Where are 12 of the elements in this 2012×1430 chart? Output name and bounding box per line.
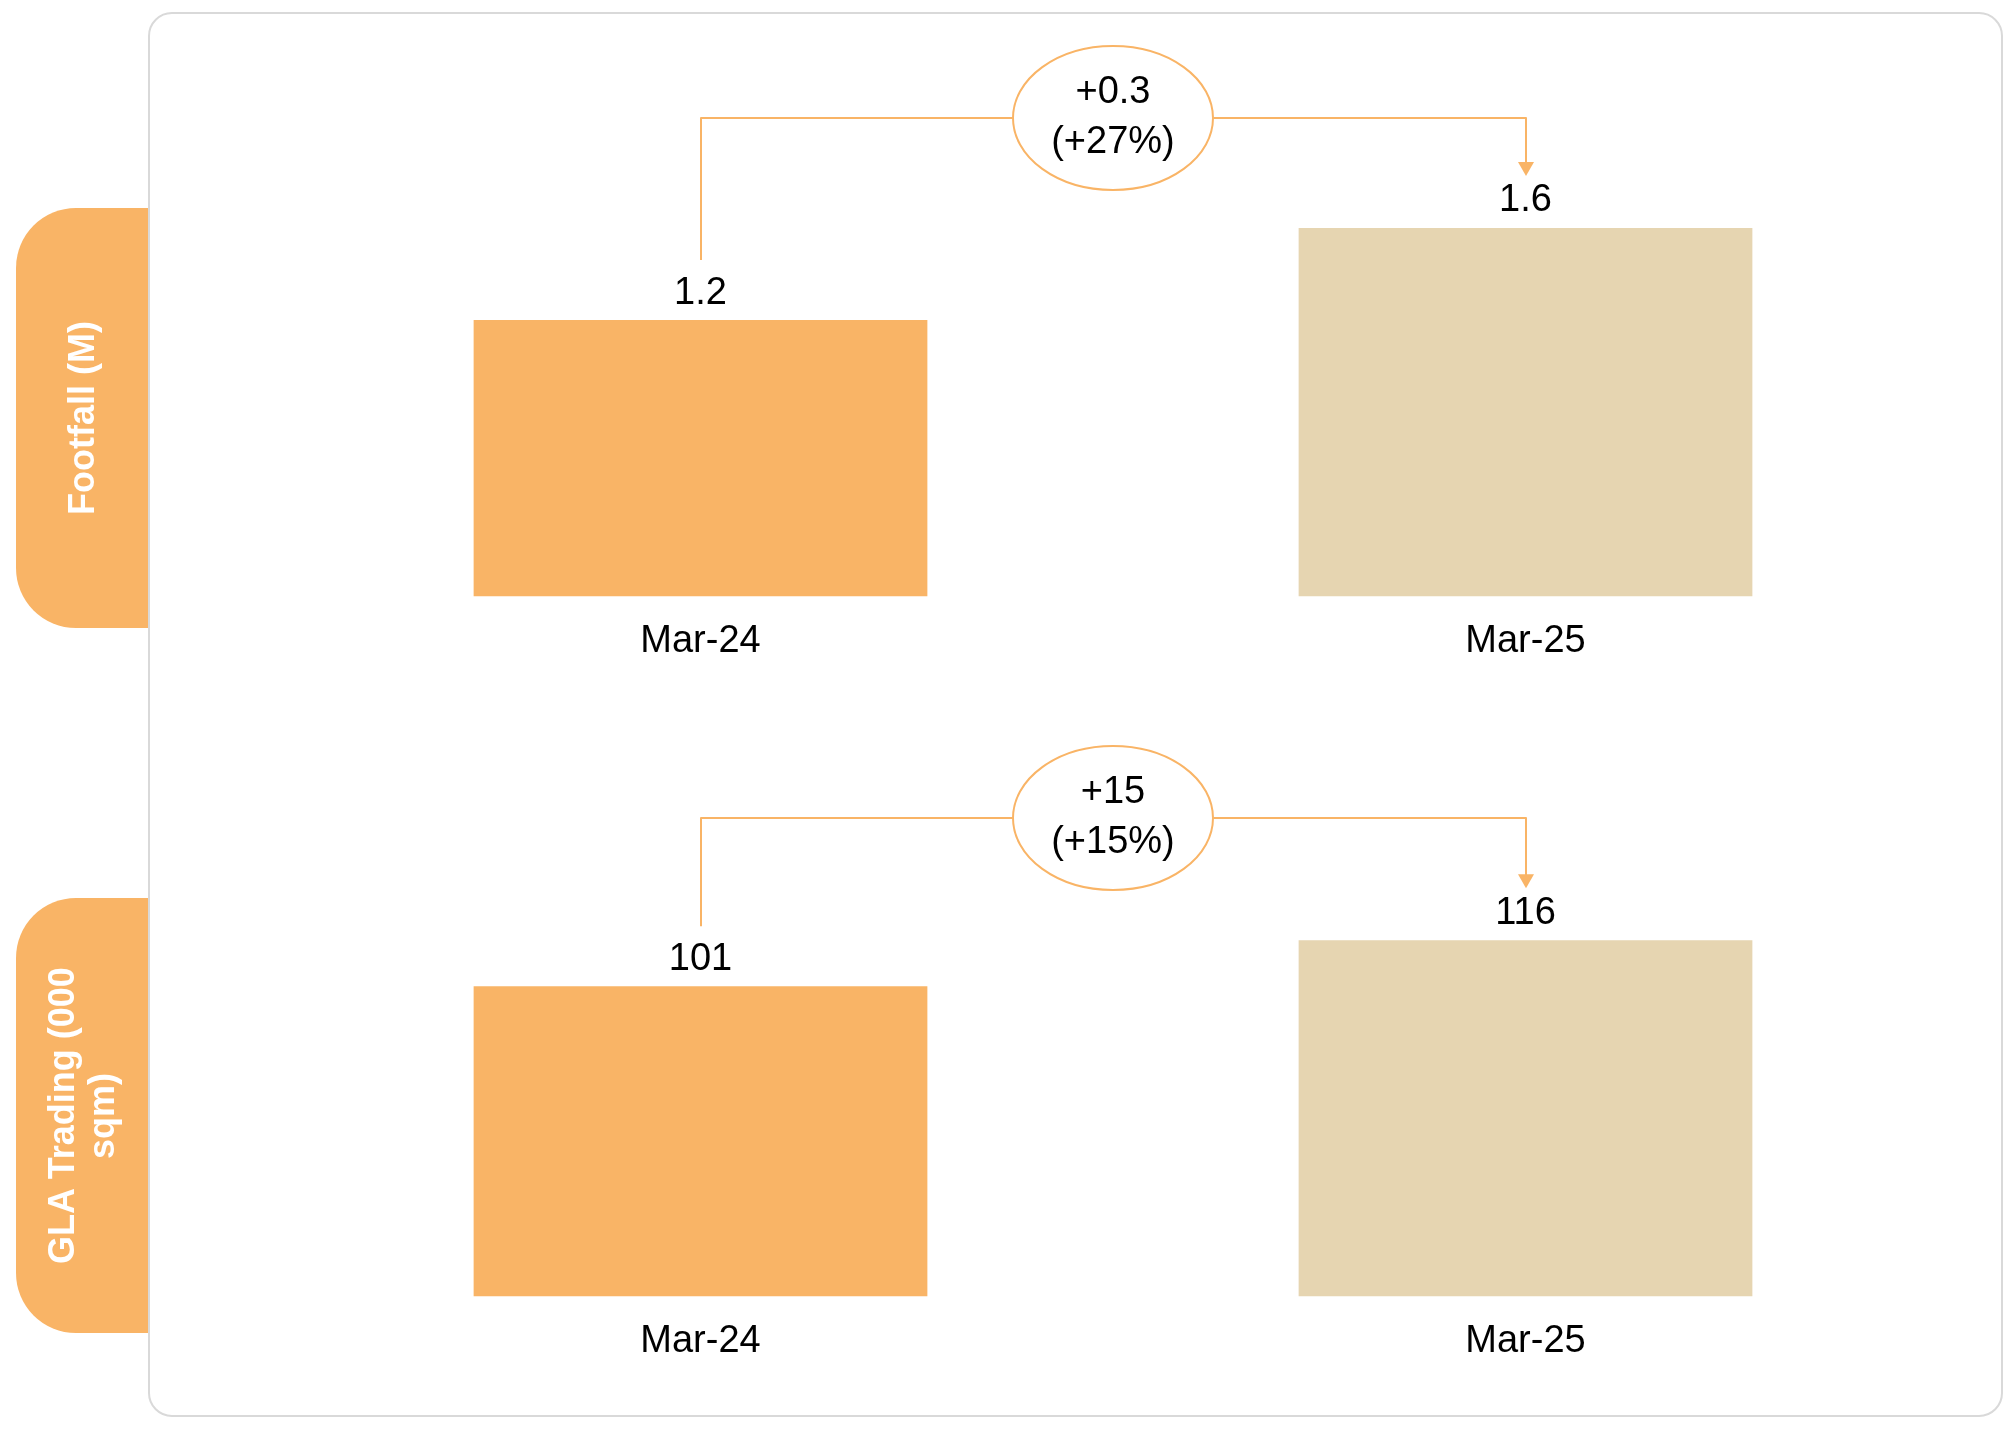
y-axis-title: GLA Trading (000 sqm) <box>41 966 122 1266</box>
y-axis-title: Footfall (M) <box>61 320 103 517</box>
data-label: 101 <box>668 935 733 978</box>
x-tick-label: Mar-24 <box>640 1317 761 1360</box>
x-tick-label: Mar-25 <box>1465 617 1586 660</box>
data-label: 1.2 <box>674 269 727 312</box>
x-tick-label: Mar-25 <box>1465 1317 1586 1360</box>
text: +15 (+15%) <box>1051 769 1175 862</box>
text: +0.3 (+27%) <box>1051 69 1175 162</box>
data-label: 116 <box>1495 889 1556 932</box>
data-label: 1.6 <box>1499 177 1552 220</box>
x-tick-label: Mar-24 <box>640 617 761 660</box>
